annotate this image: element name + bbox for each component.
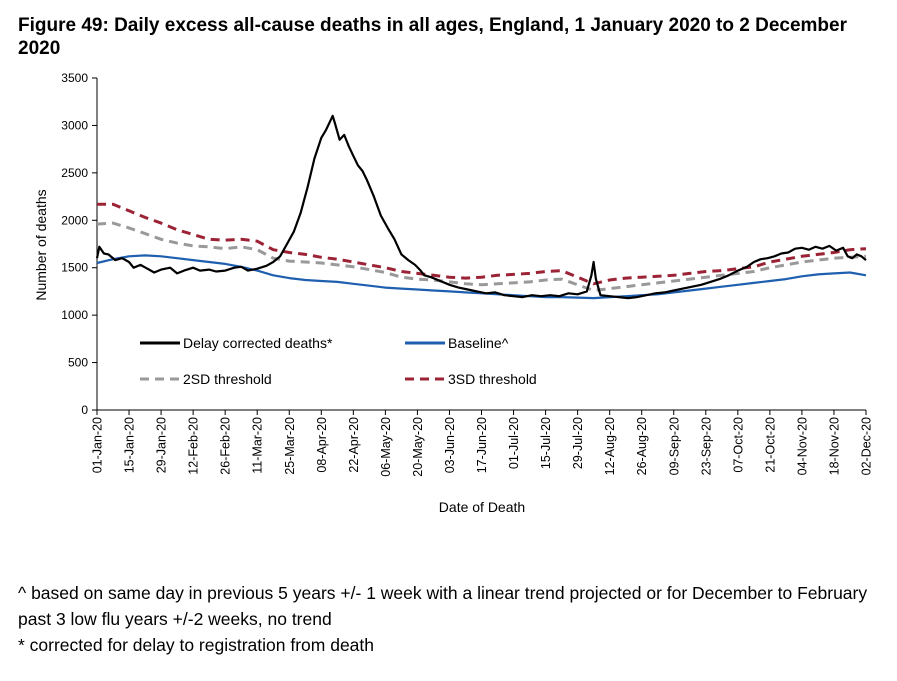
y-axis-title: Number of deaths <box>33 189 49 300</box>
x-tick-label: 04-Nov-20 <box>795 417 809 475</box>
note-baseline: ^ based on same day in previous 5 years … <box>18 583 868 629</box>
x-tick-label: 21-Oct-20 <box>763 417 777 473</box>
x-tick-label: 12-Aug-20 <box>603 417 617 475</box>
x-tick-label: 08-Apr-20 <box>315 417 329 473</box>
x-tick-label: 25-Mar-20 <box>283 417 297 475</box>
y-tick-label: 500 <box>68 356 88 370</box>
legend-label: Baseline^ <box>448 335 509 351</box>
y-tick-label: 2500 <box>61 166 88 180</box>
legend-item: 3SD threshold <box>405 371 537 387</box>
x-tick-label: 18-Nov-20 <box>827 417 841 475</box>
legend-item: Delay corrected deaths* <box>140 335 333 351</box>
excess-deaths-line-chart: 0 500 1000 1500 2000 2500 3000 3500 01-Jan-20 15-… <box>33 71 874 515</box>
x-tick-label: 06-May-20 <box>379 417 393 477</box>
x-tick-label: 17-Jun-20 <box>475 417 489 473</box>
legend-label: 3SD threshold <box>448 371 537 387</box>
y-tick-label: 3500 <box>61 71 88 85</box>
x-tick-label: 29-Jan-20 <box>155 417 169 473</box>
x-tick-label: 20-May-20 <box>411 417 425 477</box>
x-tick-label: 12-Feb-20 <box>187 417 201 475</box>
legend-item: 2SD threshold <box>140 371 272 387</box>
x-tick-label: 07-Oct-20 <box>731 417 745 473</box>
x-tick-label: 23-Sep-20 <box>699 417 713 475</box>
x-tick-label: 26-Aug-20 <box>635 417 649 475</box>
x-tick-label: 02-Dec-20 <box>860 417 874 475</box>
x-axis-title: Date of Death <box>439 499 525 515</box>
x-tick-label: 29-Jul-20 <box>571 417 585 469</box>
x-tick-label: 26-Feb-20 <box>219 417 233 475</box>
x-tick-label: 15-Jul-20 <box>539 417 553 469</box>
series-line-delay-corrected-deaths <box>95 114 867 300</box>
x-tick-label: 22-Apr-20 <box>347 417 361 473</box>
figure-title: Figure 49: Daily excess all-cause deaths… <box>18 15 847 59</box>
x-tick-label: 01-Jan-20 <box>91 417 105 473</box>
series-line-2sd-threshold <box>96 221 867 292</box>
x-tick-label: 15-Jan-20 <box>123 417 137 473</box>
x-tick-label: 03-Jun-20 <box>443 417 457 473</box>
note-delay: * corrected for delay to registration fr… <box>18 635 375 655</box>
y-tick-label: 1500 <box>61 261 88 275</box>
y-tick-label: 2000 <box>61 213 88 227</box>
legend-label: Delay corrected deaths* <box>183 335 333 351</box>
legend-item: Baseline^ <box>405 335 509 351</box>
figure-notes: ^ based on same day in previous 5 years … <box>18 580 878 658</box>
y-tick-label: 3000 <box>61 118 88 132</box>
x-tick-label: 01-Jul-20 <box>507 417 521 469</box>
y-tick-label: 1000 <box>61 308 88 322</box>
x-tick-label: 11-Mar-20 <box>251 417 265 474</box>
y-tick-label: 0 <box>81 403 88 417</box>
series-line-3sd-threshold <box>97 202 867 286</box>
legend-label: 2SD threshold <box>183 371 272 387</box>
x-tick-label: 09-Sep-20 <box>667 417 681 475</box>
